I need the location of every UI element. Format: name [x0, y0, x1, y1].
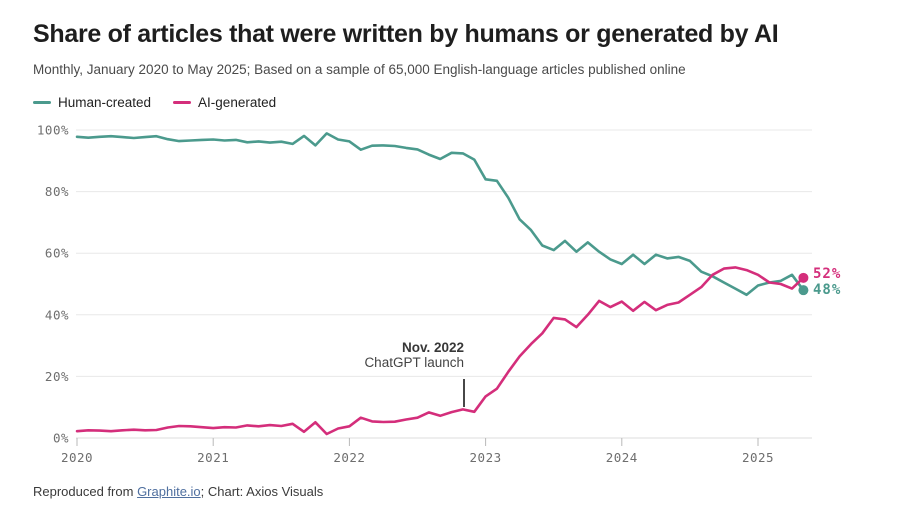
- legend-swatch-ai-icon: [173, 100, 192, 105]
- source-note: Reproduced from Graphite.io; Chart: Axio…: [33, 484, 323, 499]
- x-axis-tick-label: 2024: [606, 450, 638, 465]
- chatgpt-launch-annotation: Nov. 2022 ChatGPT launch: [364, 340, 464, 370]
- annotation-text: ChatGPT launch: [364, 355, 464, 370]
- x-axis-tick-label: 2023: [470, 450, 502, 465]
- x-axis-tick-label: 2025: [742, 450, 774, 465]
- y-axis-tick-label: 0%: [53, 431, 69, 446]
- annotation-date: Nov. 2022: [401, 340, 464, 355]
- line-chart: 0% 20% 40% 60% 80% 100% 2020 2021 2022 2023 2024 20…: [0, 118, 900, 488]
- legend-label-ai: AI-generated: [198, 95, 277, 110]
- y-axis-tick-label: 100%: [37, 123, 69, 138]
- ai-generated-line: [75, 266, 805, 436]
- footer-prefix: Reproduced from: [33, 484, 138, 499]
- graphite-link[interactable]: Graphite.io: [137, 484, 201, 499]
- human-created-end-dot: [798, 285, 809, 296]
- legend-swatch-human-icon: [33, 100, 51, 105]
- legend-item-ai-generated: AI-generated: [173, 95, 276, 110]
- human-created-line: [75, 132, 805, 297]
- x-axis-tick-label: 2021: [197, 450, 229, 465]
- x-axis-tick-label: 2020: [61, 450, 93, 465]
- human-end-value-label: 48%: [813, 282, 842, 299]
- legend-item-human-created: Human-created: [33, 95, 151, 110]
- ai-generated-end-dot: [798, 272, 809, 283]
- y-axis-tick-label: 20%: [45, 369, 69, 384]
- x-axis-tick-label: 2022: [333, 450, 365, 465]
- ai-end-value-label: 52%: [813, 265, 842, 282]
- page-title: Share of articles that were written by h…: [33, 20, 779, 48]
- legend-label-human: Human-created: [58, 95, 152, 110]
- chart-canvas: 0% 20% 40% 60% 80% 100% 2020 2021 2022 2023 2024 20…: [37, 123, 812, 465]
- y-axis-tick-label: 80%: [45, 184, 69, 199]
- chart-subtitle: Monthly, January 2020 to May 2025; Based…: [33, 62, 686, 77]
- footer-suffix: ; Chart: Axios Visuals: [200, 484, 324, 499]
- y-axis-tick-label: 60%: [45, 246, 69, 261]
- legend: Human-created AI-generated: [33, 95, 276, 110]
- y-axis-tick-label: 40%: [45, 307, 69, 322]
- annotation-pointer-line: [463, 379, 465, 407]
